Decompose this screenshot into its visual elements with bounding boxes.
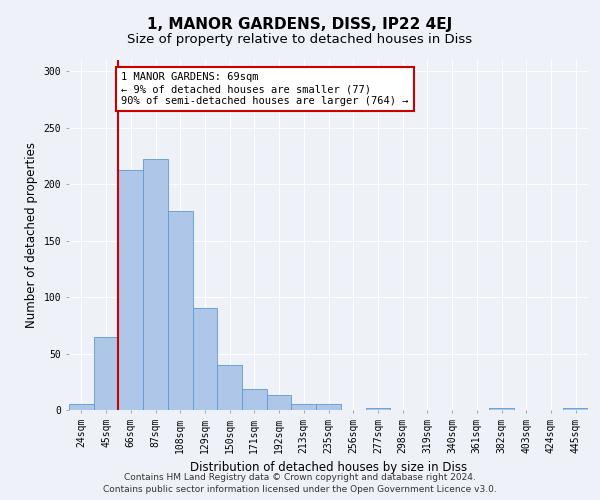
Bar (143, 160, 168, 410)
Text: Size of property relative to detached houses in Diss: Size of property relative to detached ho… (127, 32, 473, 46)
Text: Contains public sector information licensed under the Open Government Licence v3: Contains public sector information licen… (103, 485, 497, 494)
Text: Contains HM Land Registry data © Crown copyright and database right 2024.: Contains HM Land Registry data © Crown c… (124, 472, 476, 482)
Bar (292, 404, 316, 410)
Text: 1, MANOR GARDENS, DISS, IP22 4EJ: 1, MANOR GARDENS, DISS, IP22 4EJ (148, 18, 452, 32)
Bar (193, 308, 217, 410)
Text: 1 MANOR GARDENS: 69sqm
← 9% of detached houses are smaller (77)
90% of semi-deta: 1 MANOR GARDENS: 69sqm ← 9% of detached … (121, 72, 409, 106)
Bar (118, 170, 143, 410)
Bar (563, 408, 588, 410)
Bar (94, 336, 118, 410)
Bar (267, 396, 292, 410)
Bar (217, 365, 242, 410)
Y-axis label: Number of detached properties: Number of detached properties (25, 142, 38, 328)
Bar (316, 404, 341, 410)
Bar (242, 388, 267, 410)
Bar (365, 408, 390, 410)
Bar (168, 212, 193, 410)
X-axis label: Distribution of detached houses by size in Diss: Distribution of detached houses by size … (190, 461, 467, 474)
Bar (69, 404, 94, 410)
Bar (489, 408, 514, 410)
